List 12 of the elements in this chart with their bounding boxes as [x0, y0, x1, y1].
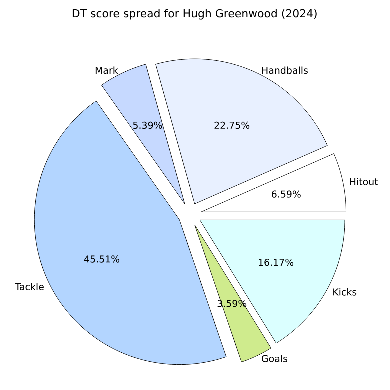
chart-title: DT score spread for Hugh Greenwood (2024) — [72, 9, 317, 20]
slice-label: Goals — [262, 355, 288, 362]
data-label: 16.17% — [259, 258, 294, 266]
data-label: 22.75% — [214, 122, 250, 130]
data-label: 6.59% — [272, 190, 301, 198]
slice-label: Hitout — [350, 178, 378, 186]
slice-label: Mark — [96, 66, 118, 74]
slice-label: Tackle — [15, 283, 44, 291]
data-label: 45.51% — [84, 256, 120, 263]
slice-label: Kicks — [334, 288, 357, 296]
slice-label: Handballs — [262, 66, 308, 74]
data-label: 5.39% — [133, 122, 162, 130]
